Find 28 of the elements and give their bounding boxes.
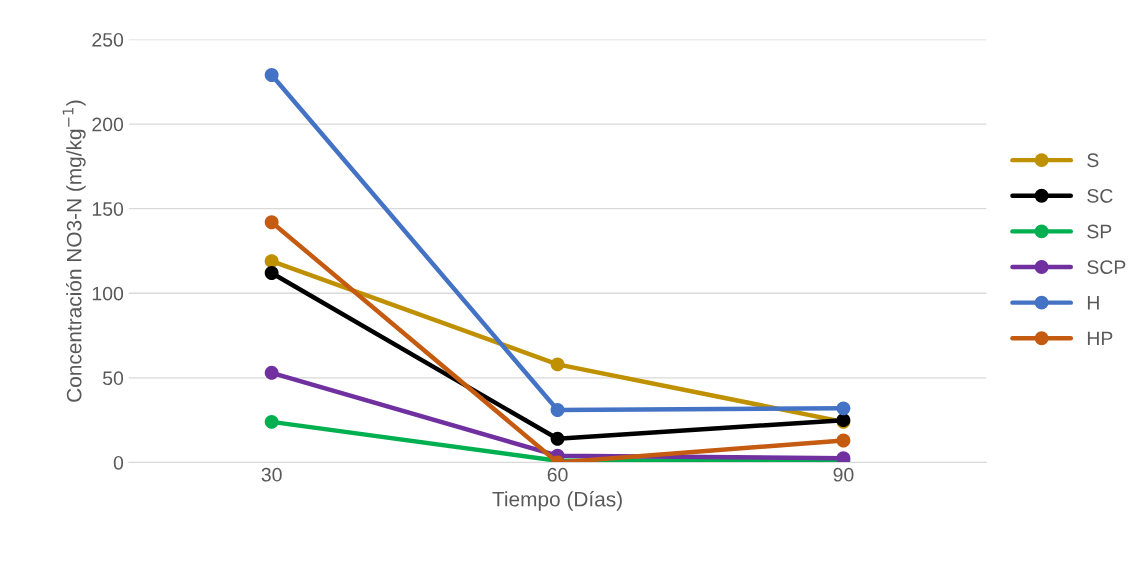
- point: [264, 68, 279, 82]
- point: [264, 266, 279, 280]
- point: [264, 254, 279, 269]
- x-axis-title: Tiempo (Días): [492, 491, 622, 511]
- point: [264, 365, 279, 380]
- point: [550, 431, 565, 446]
- point: [836, 433, 851, 448]
- legend-label: S: [1087, 153, 1099, 168]
- x-tick-label: 90: [833, 467, 854, 482]
- y-tick-label: 200: [92, 117, 124, 132]
- legend-label: SC: [1087, 188, 1113, 203]
- point: [836, 401, 851, 416]
- legend-label: SCP: [1087, 260, 1126, 275]
- y-tick-label: 0: [113, 455, 124, 470]
- point: [264, 215, 279, 230]
- legend-label: H: [1087, 296, 1099, 310]
- point: [550, 403, 565, 417]
- legend-label: SP: [1087, 224, 1112, 239]
- point: [264, 414, 279, 429]
- y-tick-label: 50: [103, 371, 124, 386]
- x-tick-label: 60: [547, 467, 568, 482]
- legend-label: HP: [1087, 331, 1113, 346]
- y-tick-label: 100: [92, 286, 124, 301]
- y-tick-label: 150: [92, 202, 124, 216]
- y-tick-label: 250: [92, 32, 124, 47]
- x-tick-label: 30: [261, 467, 282, 482]
- y-axis-title: Concentración NO3-N (mg/kg$^{−1}$): [62, 100, 86, 402]
- point: [550, 357, 565, 372]
